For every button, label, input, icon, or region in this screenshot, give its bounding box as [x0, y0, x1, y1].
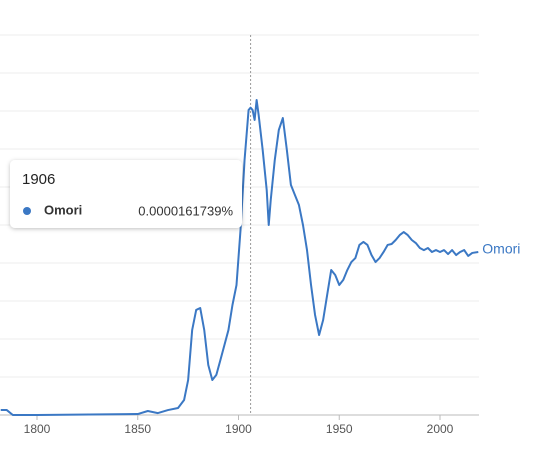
tooltip-value: 0.0000161739% — [138, 203, 233, 218]
tooltip-dot — [23, 207, 31, 215]
tooltip-title: 1906 — [22, 171, 55, 188]
series-line — [0, 98, 479, 416]
x-tick-label: 2000 — [427, 422, 454, 436]
series-end-label: Omori — [482, 241, 520, 257]
tooltip-box — [10, 160, 242, 228]
x-tick-label: 1850 — [124, 422, 151, 436]
x-tick-label: 1800 — [24, 422, 51, 436]
x-tick-label: 1900 — [225, 422, 252, 436]
x-tick-label: 1950 — [326, 422, 353, 436]
tooltip-series-name: Omori — [44, 202, 82, 217]
